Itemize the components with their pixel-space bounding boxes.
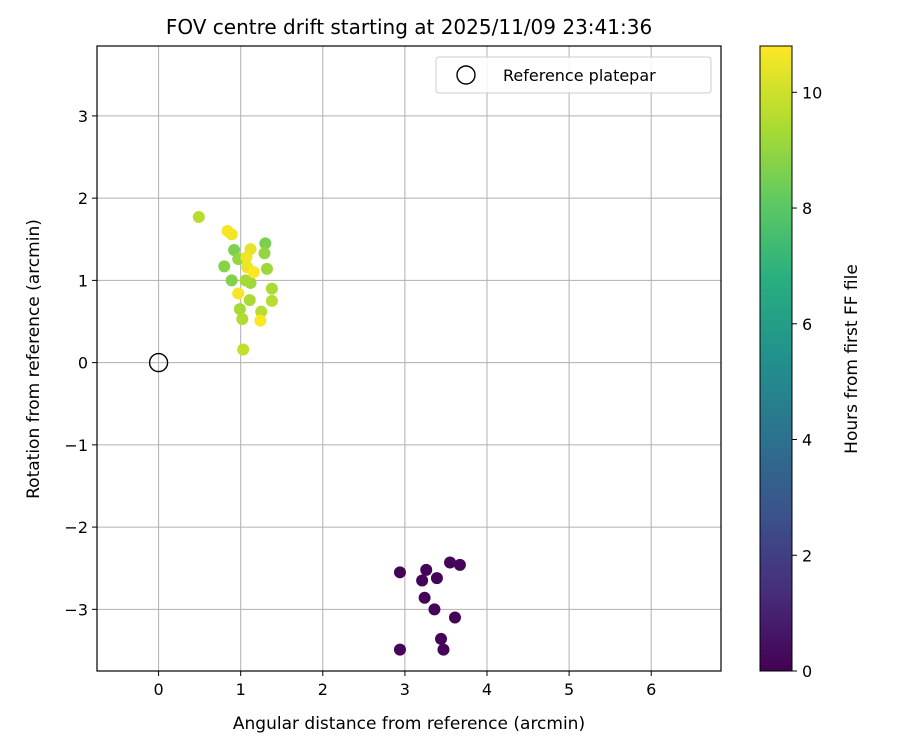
data-point [233,303,246,316]
colorbar-tick-label: 10 [802,83,822,102]
data-point [430,572,443,585]
colorbar-tick-label: 6 [802,315,812,334]
y-axis-label: Rotation from reference (arcmin) [24,219,44,499]
reference-marker-layer [148,352,169,373]
data-point [240,251,253,264]
data-point [416,574,429,587]
x-axis-label: Angular distance from reference (arcmin) [233,714,585,734]
x-tick-label: 1 [236,680,246,699]
y-tick-label: 3 [78,107,88,126]
data-point [239,274,252,287]
legend-box [435,56,712,94]
y-tick-label: −3 [64,600,88,619]
x-tick-label: 0 [153,680,163,699]
x-axis-ticks: 0 1 2 3 4 5 6 [153,671,656,699]
colorbar-tick-label: 2 [802,546,812,565]
y-tick-label: 2 [78,189,88,208]
data-point [218,260,231,273]
chart-title: FOV centre drift starting at 2025/11/09 … [166,15,652,39]
colorbar-gradient [759,45,793,672]
data-point [418,591,431,604]
y-tick-label: 0 [78,354,88,373]
x-tick-label: 5 [564,680,574,699]
data-point [232,287,245,300]
y-tick-label: −2 [64,518,88,537]
x-tick-label: 6 [646,680,656,699]
colorbar: 0 2 4 6 8 10 Hours from first FF file [759,45,862,681]
data-point [258,247,271,260]
data-point [228,243,241,256]
data-point [221,225,234,238]
reference-platepar-marker [148,352,169,373]
data-point [428,603,441,616]
colorbar-ticks: 0 2 4 6 8 10 [792,83,822,681]
data-point [437,643,450,656]
data-point [435,632,448,645]
legend: Reference platepar [435,56,712,94]
data-point [259,237,272,250]
data-point [237,343,250,356]
data-point [393,566,406,579]
data-point [260,262,273,275]
y-tick-label: −1 [64,436,88,455]
data-point [393,643,406,656]
colorbar-tick-label: 4 [802,431,812,450]
data-point [254,314,267,327]
data-point [247,266,260,279]
data-point [236,313,249,326]
data-point [255,305,268,318]
x-tick-label: 2 [318,680,328,699]
data-point [420,563,433,576]
legend-reference-marker [456,65,476,85]
colorbar-tick-label: 8 [802,199,812,218]
grid-lines [97,46,721,671]
colorbar-tick-label: 0 [802,662,812,681]
data-point [448,611,461,624]
y-tick-label: 1 [78,271,88,290]
y-axis-ticks: −3 −2 −1 0 1 2 3 [64,107,97,619]
plot-area-frame [96,45,722,672]
data-points [192,211,466,656]
data-point [265,282,278,295]
data-point [192,211,205,224]
legend-entry-reference: Reference platepar [503,66,656,85]
data-point [265,294,278,307]
x-tick-label: 3 [400,680,410,699]
colorbar-label: Hours from first FF file [842,264,862,454]
data-point [444,556,457,569]
x-tick-label: 4 [482,680,492,699]
data-point [225,274,238,287]
data-point [243,294,256,307]
data-point [453,558,466,571]
